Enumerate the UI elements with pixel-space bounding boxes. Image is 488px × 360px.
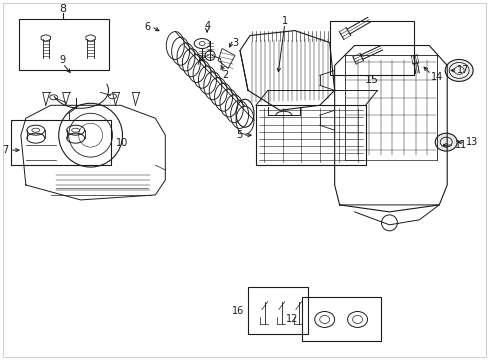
- Text: 2: 2: [222, 71, 228, 80]
- Bar: [19, 19, 108, 71]
- Text: 15: 15: [364, 75, 378, 85]
- Text: 13: 13: [465, 137, 477, 147]
- Ellipse shape: [444, 59, 472, 81]
- Text: 4: 4: [203, 21, 210, 31]
- Text: 6: 6: [144, 22, 150, 32]
- Text: 11: 11: [454, 140, 467, 150]
- Bar: [247, 287, 307, 334]
- Text: 9: 9: [60, 55, 65, 66]
- Text: 7: 7: [2, 145, 9, 155]
- Text: 17: 17: [456, 66, 468, 76]
- Text: 12: 12: [286, 314, 298, 324]
- Text: 8: 8: [59, 4, 66, 14]
- Bar: [301, 297, 381, 341]
- Bar: [329, 21, 413, 75]
- Text: 14: 14: [430, 72, 443, 82]
- Text: 1: 1: [281, 15, 287, 26]
- Bar: [11, 120, 110, 165]
- Text: 16: 16: [231, 306, 244, 316]
- Bar: [255, 105, 365, 165]
- Text: 10: 10: [115, 138, 127, 148]
- Ellipse shape: [434, 133, 456, 151]
- Text: 3: 3: [232, 37, 238, 48]
- Text: 5: 5: [235, 130, 242, 140]
